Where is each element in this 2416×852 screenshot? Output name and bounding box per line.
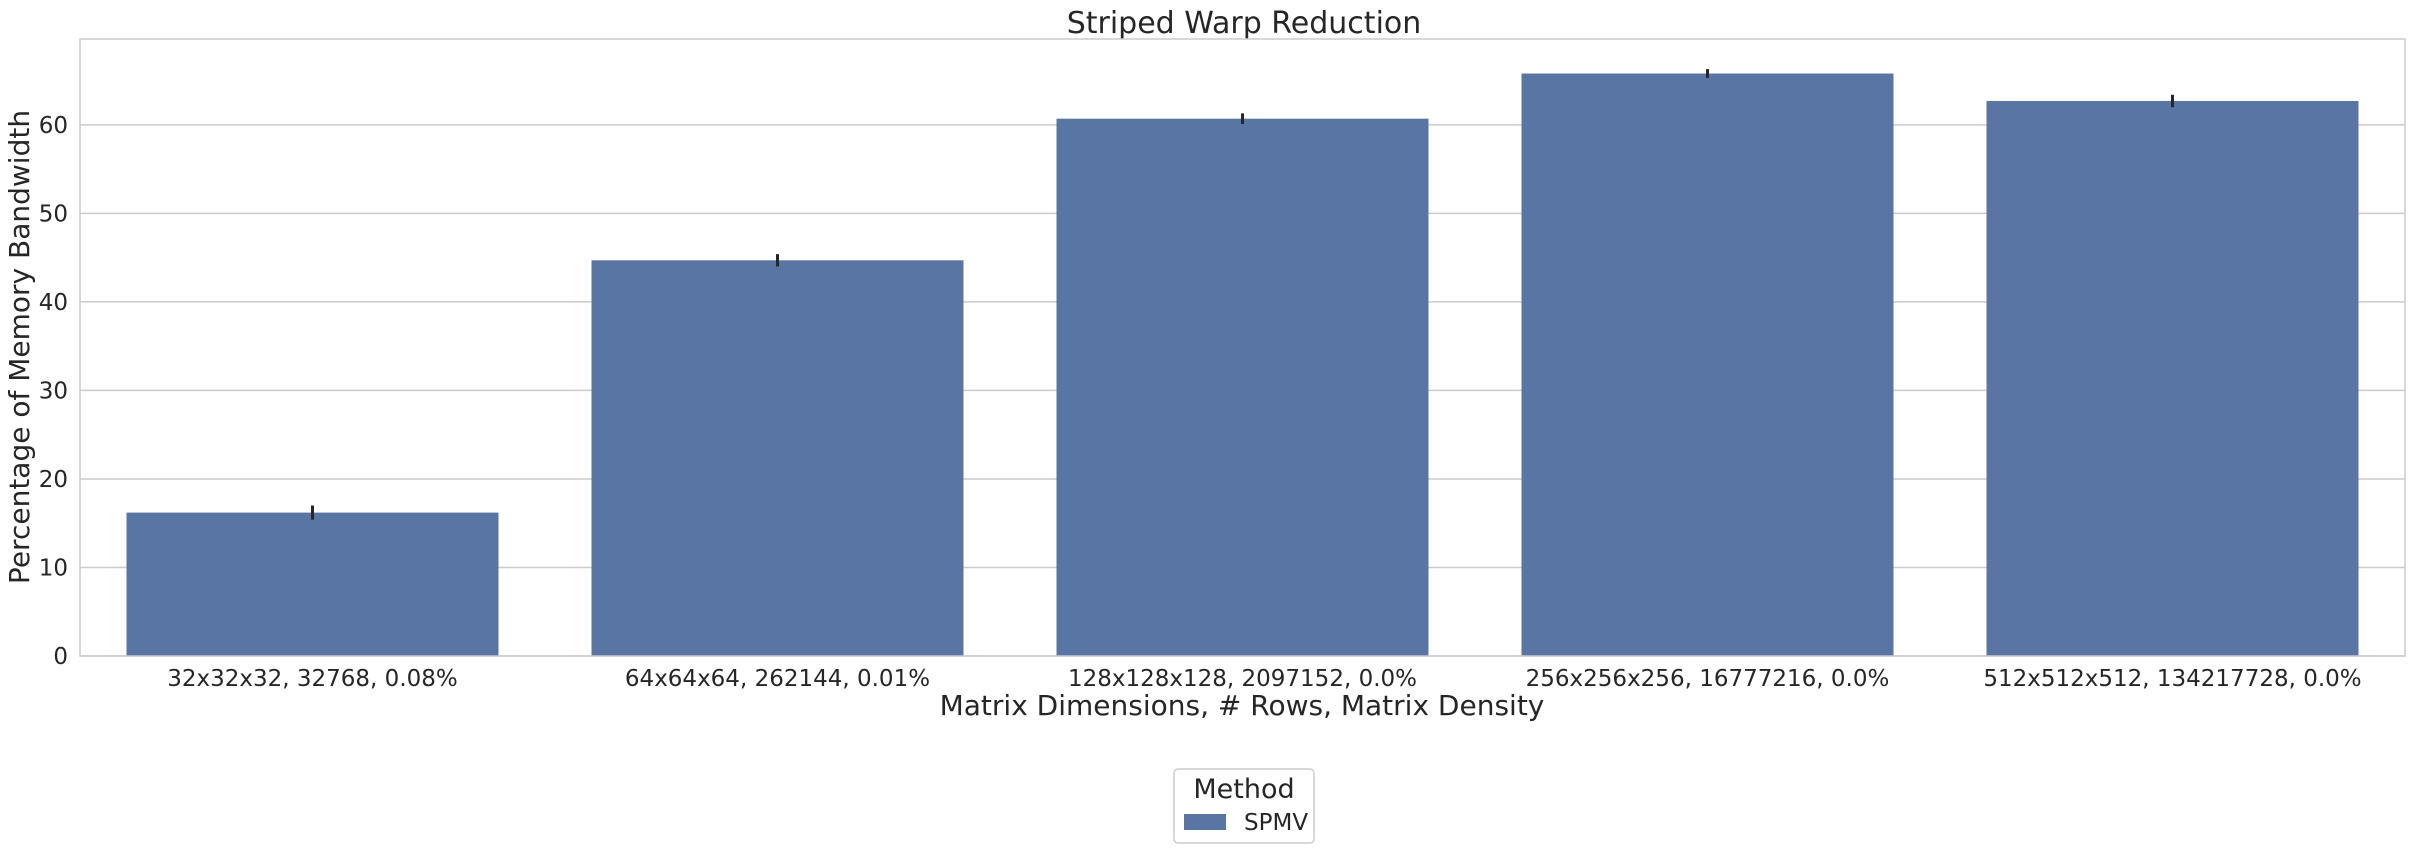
plot-frame <box>79 38 2406 657</box>
legend-title: Method <box>1193 774 1294 805</box>
legend-label-spmv: SPMV <box>1244 810 1308 836</box>
y-tick-label: 60 <box>39 113 68 139</box>
bar-3 <box>1521 73 1894 656</box>
y-tick-label: 0 <box>53 644 68 670</box>
bar-4 <box>1986 100 2359 656</box>
bar-2 <box>1056 118 1429 656</box>
bar-1 <box>591 260 964 656</box>
y-tick-label: 10 <box>39 555 68 581</box>
chart-title: Striped Warp Reduction <box>1067 6 1422 41</box>
bars <box>126 73 2359 656</box>
y-tick-label: 40 <box>39 290 68 316</box>
x-tick-labels: 32x32x32, 32768, 0.08% 64x64x64, 262144, … <box>167 666 2361 692</box>
bar-0 <box>126 512 499 656</box>
x-axis-title: Matrix Dimensions, # Rows, Matrix Densit… <box>940 689 1545 722</box>
error-bars <box>311 69 2174 520</box>
x-tick-label: 256x256x256, 16777216, 0.0% <box>1526 666 1890 692</box>
x-tick-label: 128x128x128, 2097152, 0.0% <box>1068 666 1417 692</box>
y-tick-label: 50 <box>39 201 68 227</box>
y-tick-labels: 0 10 20 30 40 50 60 <box>39 113 68 670</box>
y-axis-title: Percentage of Memory Bandwidth <box>3 110 36 584</box>
x-tick-label: 512x512x512, 134217728, 0.0% <box>1983 666 2361 692</box>
legend-swatch-spmv <box>1184 814 1226 830</box>
y-tick-label: 20 <box>39 467 68 493</box>
y-tick-label: 30 <box>39 378 68 404</box>
x-tick-label: 64x64x64, 262144, 0.01% <box>625 666 930 692</box>
x-tick-label: 32x32x32, 32768, 0.08% <box>167 666 458 692</box>
legend: Method SPMV <box>1173 768 1315 844</box>
